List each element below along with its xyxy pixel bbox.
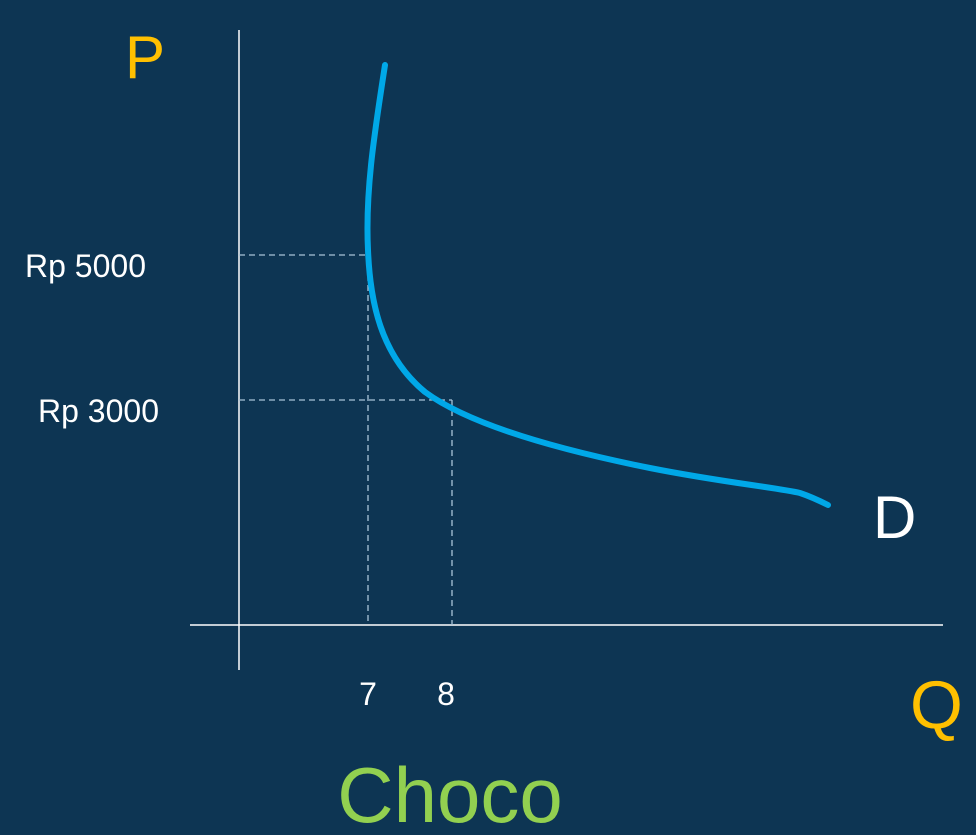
quantity-label: 8 bbox=[437, 676, 455, 712]
guide-lines bbox=[239, 254, 453, 625]
demand-curve bbox=[364, 62, 831, 508]
curve-label: D bbox=[873, 484, 916, 551]
y-axis-label: P bbox=[125, 24, 165, 91]
x-axis-label: Q bbox=[910, 667, 963, 743]
price-label: Rp 3000 bbox=[38, 393, 159, 429]
title: Choco bbox=[337, 751, 562, 835]
price-label: Rp 5000 bbox=[25, 248, 146, 284]
quantity-label: 7 bbox=[359, 676, 377, 712]
